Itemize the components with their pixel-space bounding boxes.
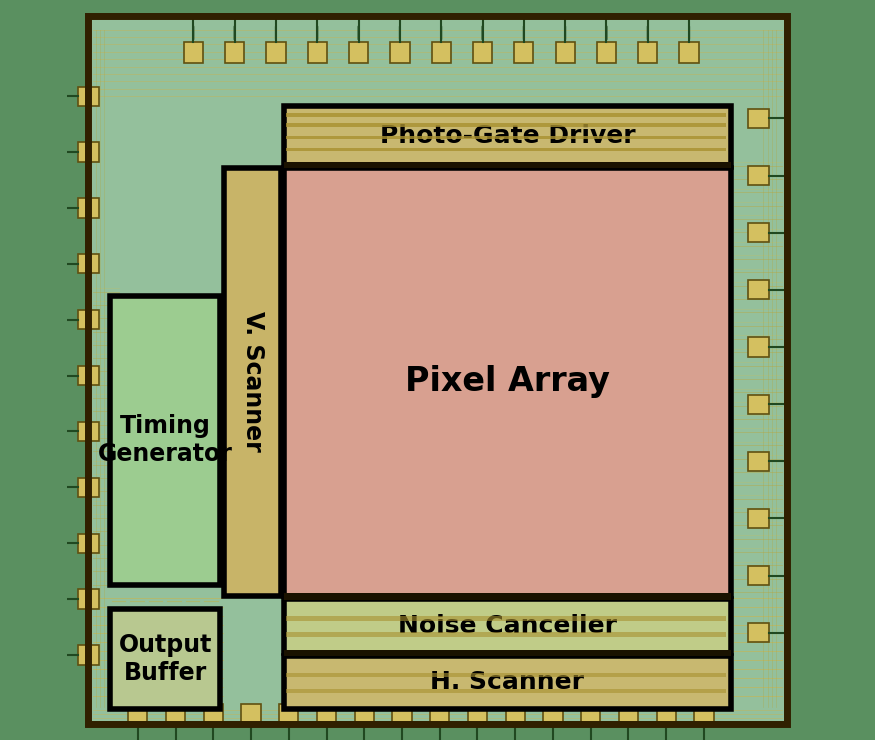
Text: Pixel Array: Pixel Array: [405, 366, 610, 398]
Bar: [224, 168, 281, 596]
Bar: [748, 223, 769, 242]
Text: Output
Buffer: Output Buffer: [118, 633, 212, 685]
Bar: [204, 704, 223, 725]
Bar: [78, 87, 99, 106]
Bar: [284, 656, 732, 709]
Bar: [619, 704, 638, 725]
Bar: [349, 42, 368, 63]
Bar: [468, 704, 487, 725]
Bar: [431, 42, 451, 63]
Bar: [748, 509, 769, 528]
Bar: [286, 689, 726, 693]
Bar: [284, 593, 732, 600]
Bar: [166, 704, 186, 725]
Bar: [225, 42, 244, 63]
Bar: [284, 162, 732, 168]
Bar: [110, 296, 220, 585]
Bar: [78, 422, 99, 441]
Text: Timing
Generator: Timing Generator: [98, 414, 233, 466]
Bar: [680, 42, 699, 63]
Bar: [656, 704, 676, 725]
Bar: [78, 310, 99, 329]
Bar: [78, 198, 99, 218]
Bar: [128, 704, 147, 725]
Text: Photo-Gate Driver: Photo-Gate Driver: [380, 124, 635, 148]
Text: Noise Canceller: Noise Canceller: [398, 614, 617, 638]
Bar: [581, 704, 600, 725]
Bar: [354, 704, 374, 725]
Text: H. Scanner: H. Scanner: [430, 670, 584, 694]
Bar: [748, 109, 769, 128]
Bar: [78, 142, 99, 162]
Bar: [543, 704, 563, 725]
Bar: [748, 623, 769, 642]
Bar: [78, 478, 99, 497]
Bar: [78, 366, 99, 385]
Bar: [694, 704, 713, 725]
Bar: [748, 337, 769, 357]
Bar: [279, 704, 298, 725]
Bar: [110, 609, 220, 709]
Bar: [286, 616, 726, 621]
Bar: [506, 704, 525, 725]
Bar: [514, 42, 534, 63]
Bar: [748, 566, 769, 585]
Bar: [430, 704, 450, 725]
Text: V. Scanner: V. Scanner: [241, 312, 264, 452]
Bar: [390, 42, 410, 63]
Bar: [317, 704, 336, 725]
Bar: [286, 673, 726, 677]
Bar: [392, 704, 411, 725]
Bar: [286, 113, 726, 117]
Bar: [284, 599, 732, 653]
Bar: [556, 42, 575, 63]
Bar: [748, 451, 769, 471]
Bar: [184, 42, 203, 63]
Bar: [78, 534, 99, 553]
Bar: [308, 42, 327, 63]
Bar: [286, 124, 726, 127]
Bar: [286, 148, 726, 152]
Bar: [284, 168, 732, 596]
Bar: [748, 166, 769, 185]
Bar: [266, 42, 285, 63]
Bar: [78, 589, 99, 608]
Bar: [286, 633, 726, 636]
Bar: [284, 650, 732, 656]
Bar: [473, 42, 492, 63]
Bar: [78, 645, 99, 665]
Bar: [638, 42, 657, 63]
Bar: [78, 255, 99, 274]
Bar: [597, 42, 616, 63]
Bar: [242, 704, 261, 725]
Bar: [284, 106, 732, 166]
Bar: [748, 394, 769, 414]
Bar: [748, 280, 769, 300]
Bar: [286, 135, 726, 139]
